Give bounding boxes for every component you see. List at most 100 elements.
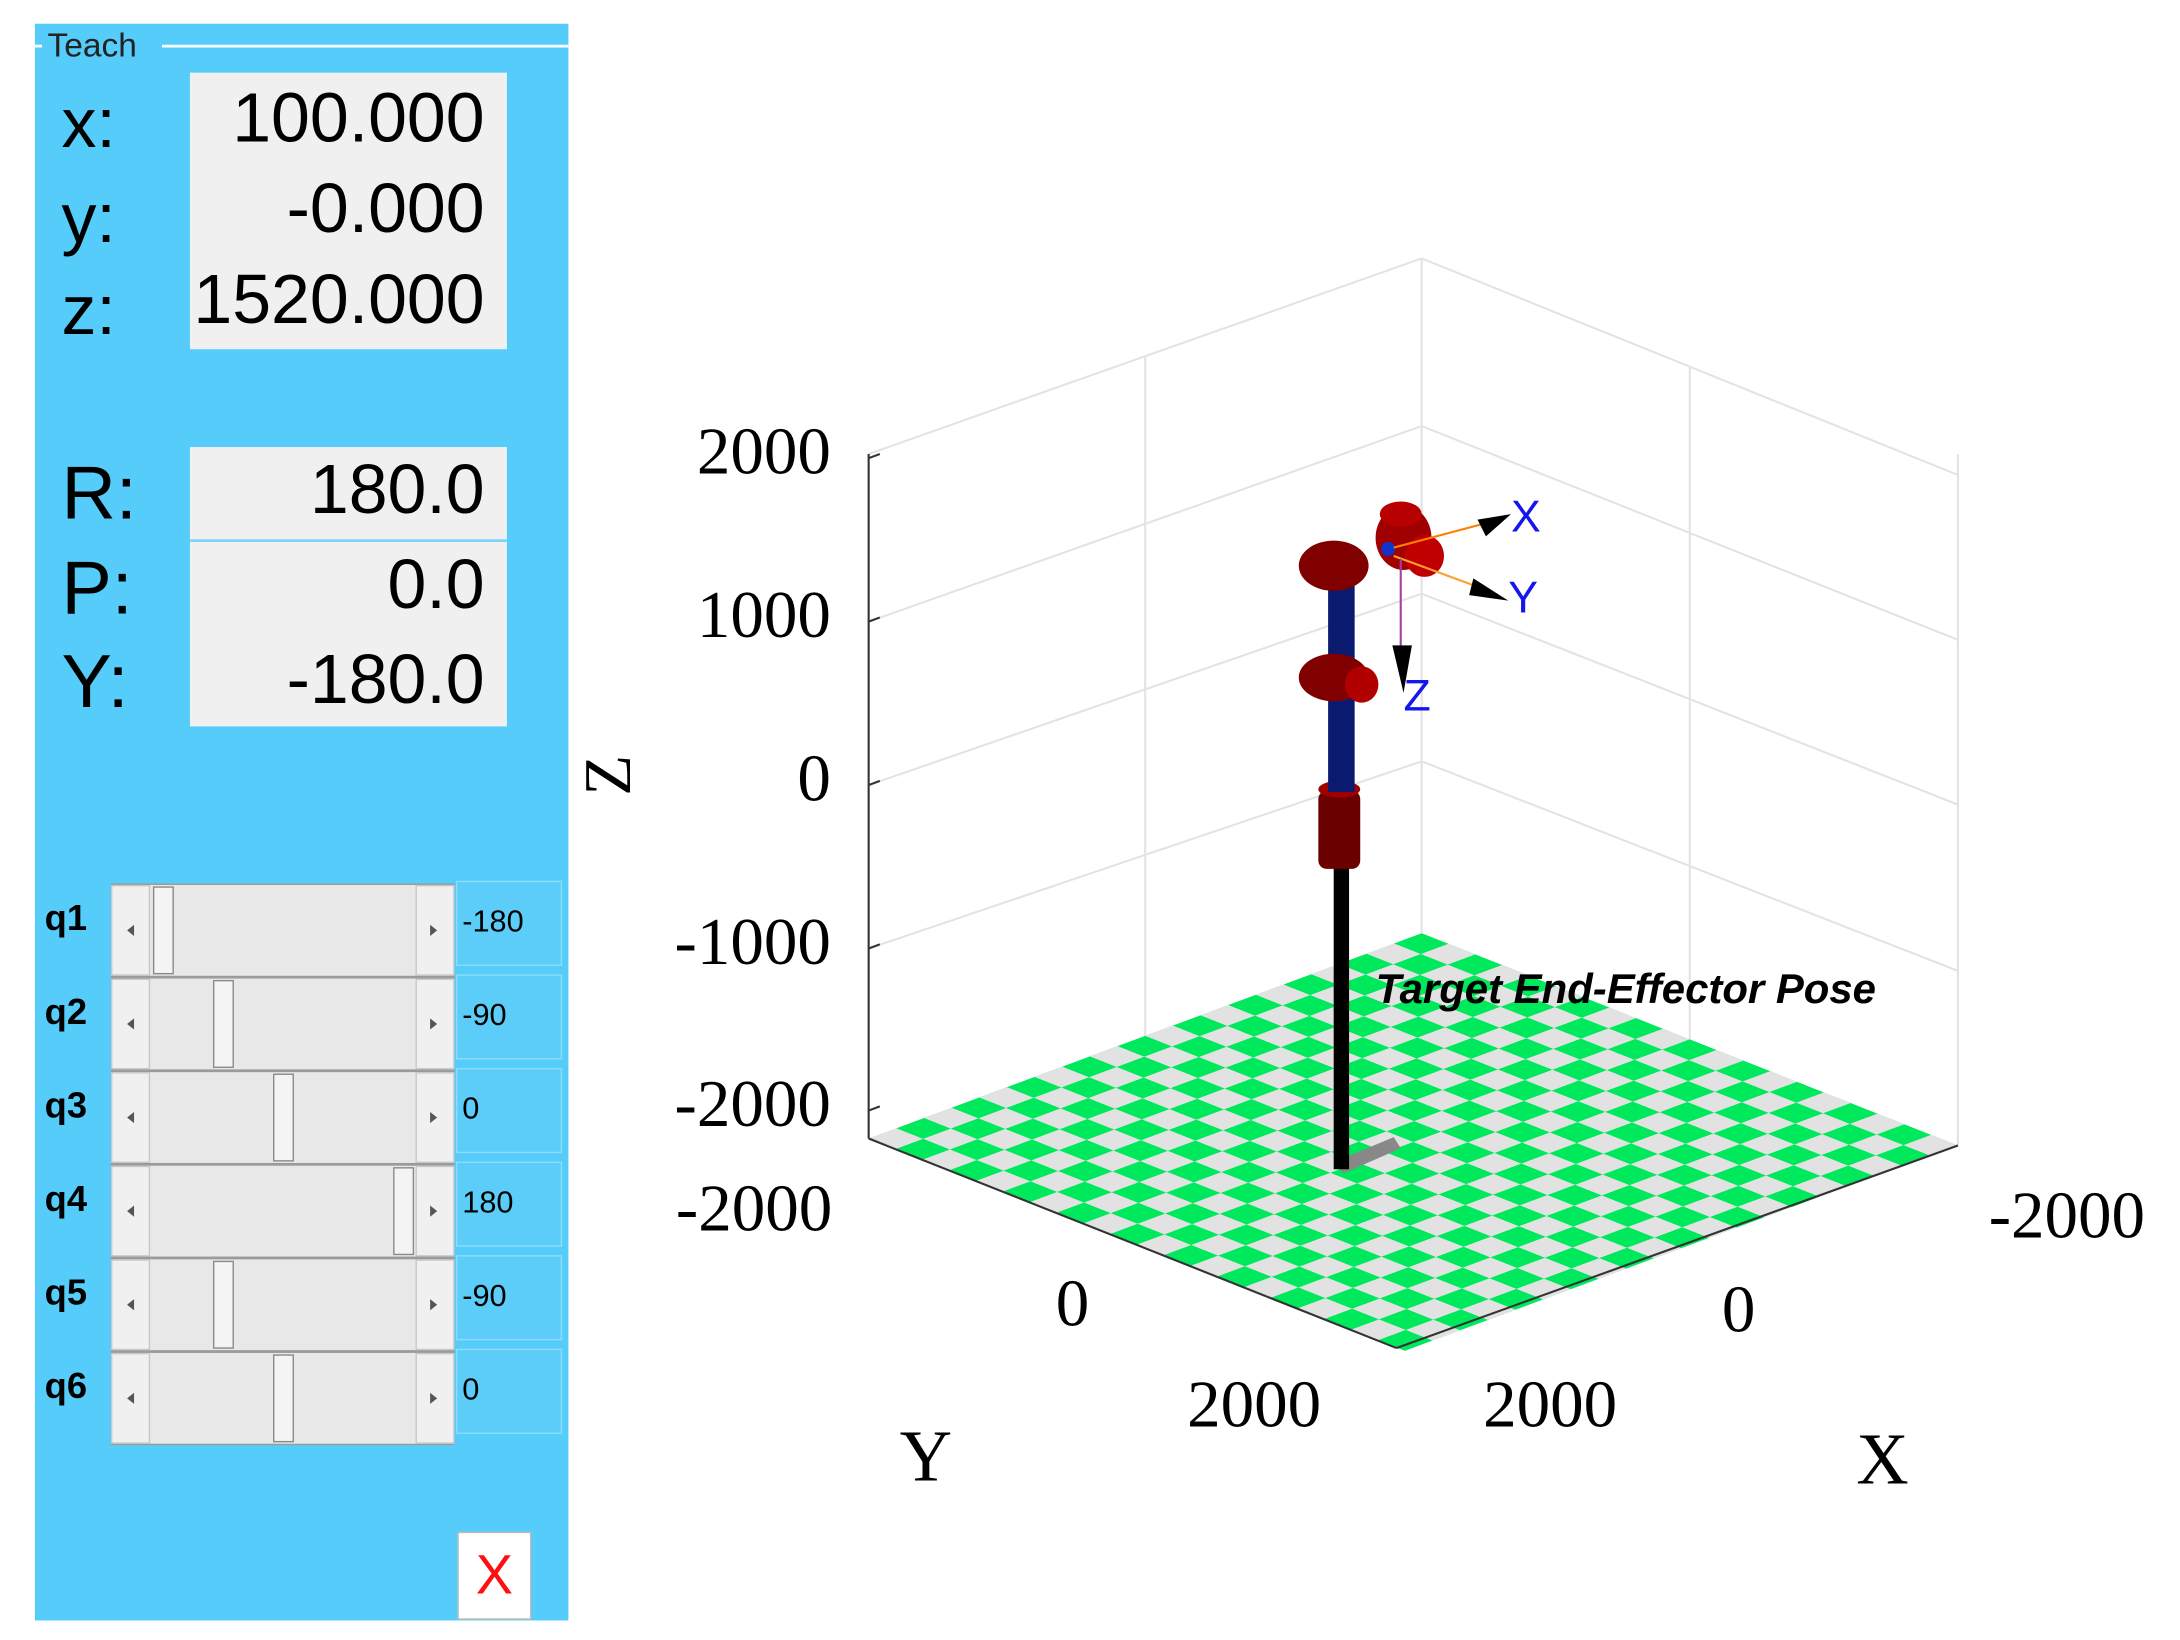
joint-label: q5 bbox=[45, 1272, 87, 1313]
floor bbox=[868, 933, 1958, 1351]
robot-joint bbox=[1379, 501, 1422, 527]
joint-label: q4 bbox=[45, 1178, 87, 1219]
orientation-value: 0.0 bbox=[388, 545, 485, 623]
joint-value: -90 bbox=[462, 1278, 506, 1313]
orientation-value: 180.0 bbox=[310, 450, 485, 528]
position-box bbox=[189, 72, 507, 350]
joint-value: -90 bbox=[462, 997, 506, 1032]
slider-thumb[interactable] bbox=[212, 979, 234, 1068]
z-tick bbox=[868, 943, 881, 950]
z-tick bbox=[868, 616, 881, 623]
robot-joint bbox=[1344, 666, 1379, 703]
x-axis-label: X bbox=[1856, 1418, 1908, 1499]
arrow-left bbox=[127, 924, 135, 936]
joint-value: 0 bbox=[462, 1091, 479, 1126]
close-label[interactable]: X bbox=[476, 1542, 513, 1605]
arrow-right bbox=[430, 1205, 438, 1217]
z-axis-label: Z bbox=[570, 755, 645, 796]
frame-label: X bbox=[1511, 492, 1541, 541]
slider-thumb[interactable] bbox=[152, 886, 174, 975]
arrow-right bbox=[430, 1392, 438, 1404]
z-tick-label: -1000 bbox=[675, 904, 831, 979]
robot-base bbox=[1333, 1137, 1401, 1174]
slider-track[interactable] bbox=[111, 977, 455, 1071]
orientation-label: Y: bbox=[61, 639, 128, 723]
joint-label: q1 bbox=[45, 897, 87, 938]
frame-axis bbox=[1393, 522, 1484, 549]
z-tick bbox=[868, 779, 881, 787]
arrow-right bbox=[430, 1111, 438, 1124]
robot-joint bbox=[1404, 535, 1445, 577]
orientation-label: P: bbox=[61, 546, 132, 630]
position-label: x: bbox=[61, 84, 115, 162]
frame-arrow bbox=[1477, 514, 1512, 537]
arrow-left bbox=[127, 1111, 135, 1124]
slider-thumb[interactable] bbox=[212, 1260, 234, 1349]
arrow-left bbox=[127, 1018, 135, 1030]
close-button[interactable] bbox=[457, 1531, 532, 1620]
frame-label: Y bbox=[1508, 573, 1538, 622]
floor-tiles bbox=[868, 933, 1958, 1351]
z-tick bbox=[868, 453, 881, 460]
arrow-left bbox=[127, 1299, 135, 1311]
joint-value-box bbox=[455, 1161, 563, 1247]
axes bbox=[867, 454, 1959, 1350]
slider-right-button[interactable] bbox=[415, 1352, 455, 1444]
robot-pedestal bbox=[1333, 859, 1350, 1170]
z-tick bbox=[868, 1105, 881, 1112]
joint-label: q6 bbox=[45, 1365, 87, 1406]
joint-value: 0 bbox=[462, 1371, 479, 1406]
y-tick-label: -2000 bbox=[676, 1171, 832, 1246]
joint-value: -180 bbox=[462, 903, 523, 938]
z-tick-label: 1000 bbox=[697, 577, 831, 652]
x-tick-label: 0 bbox=[1722, 1271, 1756, 1346]
joint-value-box bbox=[455, 1255, 563, 1341]
joint-value: 180 bbox=[462, 1184, 513, 1219]
joint-label: q2 bbox=[45, 991, 87, 1032]
x-tick-label: -2000 bbox=[1989, 1178, 2145, 1253]
y-axis bbox=[868, 1137, 1397, 1350]
position-value: 100.000 bbox=[232, 78, 484, 156]
tool-point bbox=[1381, 542, 1396, 556]
robot-link bbox=[1318, 790, 1361, 869]
frame-label: Z bbox=[1404, 671, 1431, 720]
robot-name: Target End-Effector Pose bbox=[1376, 965, 1876, 1012]
arrow-left bbox=[127, 1392, 135, 1404]
orientation-value: -180.0 bbox=[287, 640, 485, 718]
position-label: z: bbox=[61, 271, 115, 349]
position-value: -0.000 bbox=[287, 169, 485, 247]
panel-title: Teach bbox=[47, 27, 136, 64]
arrow-left bbox=[127, 1205, 135, 1217]
slider-thumb[interactable] bbox=[273, 1073, 294, 1162]
joint-value-box bbox=[455, 880, 563, 966]
joint-value-box bbox=[455, 1067, 563, 1154]
frame-arrow bbox=[1469, 578, 1509, 601]
robot-joint bbox=[1298, 540, 1369, 591]
arrow-right bbox=[430, 1299, 438, 1311]
y-axis-label: Y bbox=[900, 1416, 952, 1497]
x-axis bbox=[1396, 1144, 1959, 1350]
frame-axis bbox=[1393, 554, 1478, 588]
arrow-right bbox=[430, 1018, 438, 1030]
orientation-box bbox=[189, 447, 507, 727]
position-value: 1520.000 bbox=[193, 260, 484, 338]
joint-value-box bbox=[455, 1348, 563, 1434]
slider-thumb[interactable] bbox=[393, 1167, 415, 1256]
slider-track[interactable] bbox=[111, 1257, 455, 1352]
frame-arrow bbox=[1392, 645, 1412, 693]
arrow-right bbox=[430, 924, 438, 936]
z-tick-label: 0 bbox=[797, 740, 831, 815]
x-tick-label: 2000 bbox=[1483, 1366, 1617, 1441]
orientation-label: R: bbox=[61, 451, 136, 535]
y-tick-label: 0 bbox=[1056, 1266, 1090, 1341]
z-tick-label: 2000 bbox=[697, 414, 831, 489]
y-tick-label: 2000 bbox=[1187, 1366, 1321, 1441]
slider-thumb[interactable] bbox=[273, 1354, 294, 1443]
robot bbox=[1298, 501, 1512, 1174]
joint-label: q3 bbox=[45, 1084, 87, 1125]
position-label: y: bbox=[61, 179, 115, 257]
joint-value-box bbox=[455, 974, 563, 1060]
z-tick-label: -2000 bbox=[675, 1066, 831, 1141]
